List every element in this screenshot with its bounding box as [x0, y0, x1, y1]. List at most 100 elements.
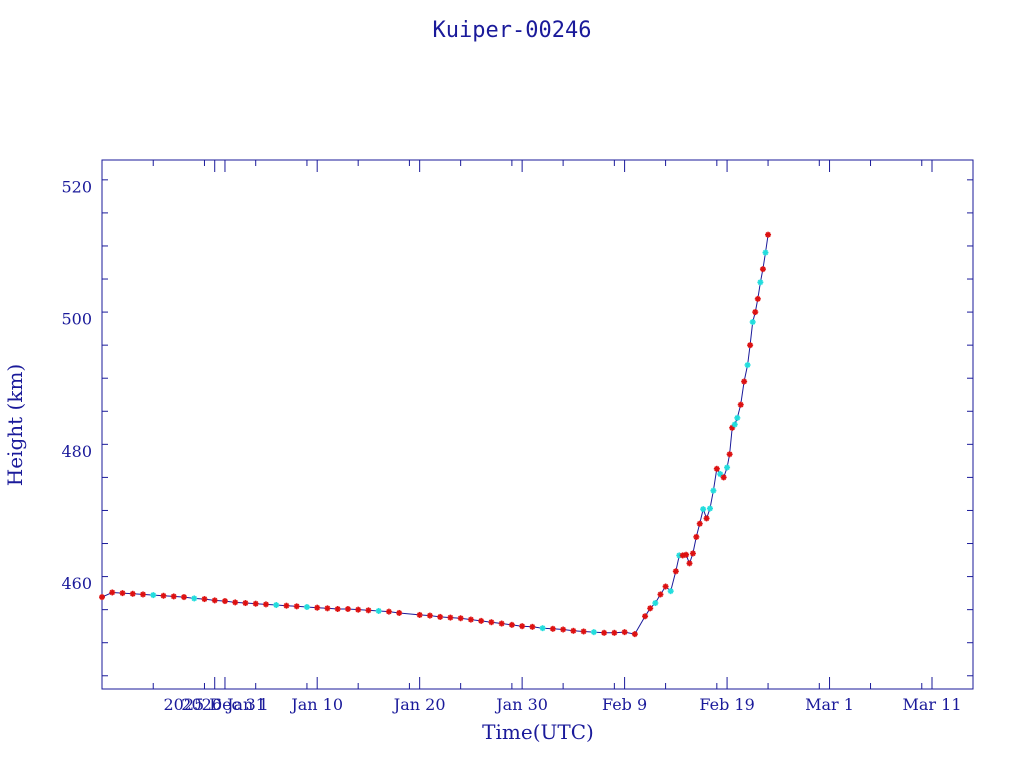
y-axis-label: Height (km) [3, 364, 27, 486]
data-point [611, 629, 618, 636]
data-point [488, 619, 495, 626]
data-point [99, 594, 105, 601]
data-point [324, 605, 331, 612]
x-tick-label: Feb 19 [699, 695, 754, 714]
data-point [657, 591, 664, 598]
data-point [731, 421, 738, 428]
data-point [689, 550, 696, 557]
data-point [437, 613, 444, 620]
data-point [683, 551, 690, 558]
data-point [139, 591, 146, 598]
x-tick-label: Jan 20 [392, 695, 446, 714]
axis-ticks [101, 160, 974, 689]
data-point [549, 625, 556, 632]
data-point [283, 602, 290, 609]
data-point [293, 603, 300, 610]
data-point [498, 620, 505, 627]
data-point [652, 600, 659, 607]
data-point [752, 309, 759, 316]
data-point [765, 231, 772, 238]
y-tick-label: 500 [61, 310, 92, 329]
x-tick-label: Mar 1 [805, 695, 854, 714]
data-point [426, 612, 433, 619]
x-axis-label: Time(UTC) [482, 720, 594, 744]
data-point [631, 631, 638, 638]
data-point [734, 414, 741, 421]
data-point [747, 342, 754, 349]
data-point [180, 594, 187, 601]
data-point [314, 604, 321, 611]
y-tick-label: 480 [61, 442, 92, 461]
x-tick-label: Jan 30 [494, 695, 548, 714]
data-point [749, 319, 756, 326]
data-point [759, 266, 766, 273]
data-point [355, 606, 362, 613]
data-point [385, 608, 392, 615]
data-point [757, 279, 764, 286]
chart-title: Kuiper-00246 [433, 18, 592, 43]
data-point [696, 520, 703, 527]
data-point [129, 590, 136, 597]
data-point [273, 602, 280, 609]
y-tick-labels: 460 480 500 520 [61, 177, 92, 593]
data-point [700, 506, 707, 513]
plot-frame [101, 159, 974, 690]
data-point [726, 451, 733, 458]
x-tick-label: Feb 9 [602, 695, 647, 714]
data-point [375, 607, 382, 614]
data-point [580, 628, 587, 635]
data-point [560, 626, 567, 633]
data-point [686, 560, 693, 567]
x-tick-label: Jan 10 [289, 695, 343, 714]
data-point [211, 597, 218, 604]
data-point [662, 583, 669, 590]
x-tick-label: 2025 Dec 31 [163, 695, 266, 714]
data-point [344, 605, 351, 612]
data-point [710, 487, 717, 494]
data-point [232, 599, 239, 606]
data-point [519, 623, 526, 630]
data-markers [99, 231, 772, 638]
data-point [667, 588, 674, 595]
data-point [160, 592, 167, 599]
data-point [252, 600, 259, 607]
data-point [478, 617, 485, 624]
data-point [457, 615, 464, 622]
data-point [170, 593, 177, 600]
data-point [242, 600, 249, 607]
data-point [221, 598, 228, 605]
data-point [744, 361, 751, 368]
data-point [191, 595, 198, 602]
data-point [642, 613, 649, 620]
data-point [570, 627, 577, 634]
data-point [693, 533, 700, 540]
data-point [672, 568, 679, 575]
x-tick-label: Mar 11 [903, 695, 962, 714]
data-point [647, 605, 654, 612]
data-point [334, 605, 341, 612]
data-point [621, 629, 628, 636]
data-point [741, 378, 748, 385]
data-point [762, 249, 769, 256]
data-point [713, 465, 720, 472]
series-line [101, 234, 769, 635]
data-point [109, 589, 116, 596]
data-point [720, 474, 727, 481]
data-point [262, 601, 269, 608]
data-point [201, 596, 208, 603]
data-point [396, 609, 403, 616]
data-point [508, 621, 515, 628]
data-point [737, 401, 744, 408]
data-point [150, 592, 157, 599]
x-tick-label: 2026 Jan 1 [181, 695, 268, 714]
data-point [365, 607, 372, 614]
data-point [529, 623, 536, 630]
data-point [601, 629, 608, 636]
data-point [754, 295, 761, 302]
data-point [447, 614, 454, 621]
data-point [416, 611, 423, 618]
data-point [467, 616, 474, 623]
data-point [590, 629, 597, 636]
